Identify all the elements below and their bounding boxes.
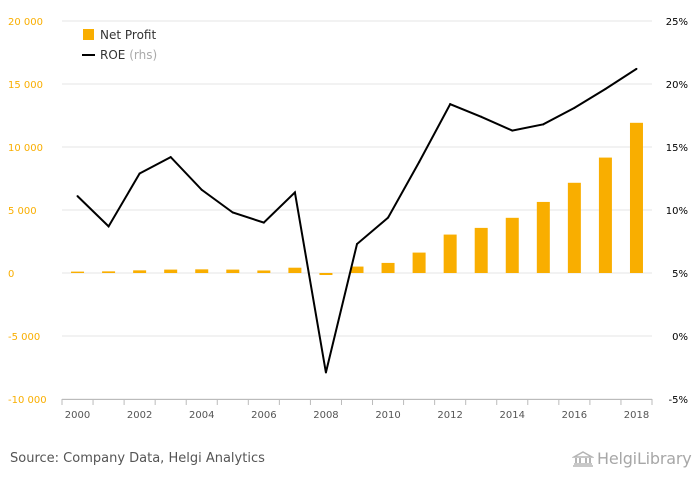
right-axis-tick-label: 10%	[666, 206, 688, 217]
net-profit-bars	[71, 122, 643, 276]
source-note: Source: Company Data, Helgi Analytics	[10, 451, 265, 466]
brand-suffix: Library	[636, 449, 692, 468]
point-roe	[480, 115, 483, 118]
bar-net-profit	[598, 157, 612, 273]
bar-net-profit	[443, 234, 457, 273]
x-axis-tick-label: 2016	[562, 410, 587, 421]
point-roe	[542, 123, 545, 126]
left-axis-tick-label: -5 000	[8, 332, 40, 343]
x-axis-tick-label: 2000	[65, 410, 90, 421]
bar-net-profit	[412, 252, 426, 273]
left-axis-tick-label: 0	[8, 269, 14, 280]
bar-net-profit	[226, 269, 240, 273]
left-axis-tick-label: 5 000	[8, 206, 37, 217]
legend-label-roe: ROE (rhs)	[100, 48, 157, 62]
x-axis-tick-label: 2014	[500, 410, 525, 421]
point-roe	[169, 156, 172, 159]
bar-net-profit	[381, 262, 395, 273]
bar-net-profit	[350, 266, 364, 273]
bar-net-profit	[71, 271, 85, 273]
legend-label-roe-name: ROE	[100, 48, 125, 62]
line-roe	[76, 68, 638, 373]
right-axis-tick-label: 15%	[666, 143, 688, 154]
legend-label-roe-suffix: (rhs)	[129, 48, 157, 62]
x-axis-tick-label: 2002	[127, 410, 152, 421]
bar-net-profit	[319, 273, 333, 276]
bar-net-profit	[133, 270, 147, 273]
point-roe	[449, 103, 452, 106]
bar-net-profit	[567, 182, 581, 273]
brand-name: Helgi	[597, 449, 637, 468]
point-roe	[573, 106, 576, 109]
point-roe	[418, 161, 421, 164]
x-axis-tick-label: 2018	[624, 410, 649, 421]
left-axis-tick-label: 20 000	[8, 17, 43, 28]
bar-net-profit	[288, 267, 302, 273]
x-axis-tick-label: 2006	[251, 410, 276, 421]
x-axis-tick-label: 2010	[375, 410, 400, 421]
bar-net-profit	[195, 269, 209, 273]
right-axis-tick-label: -5%	[669, 395, 688, 406]
left-axis: 20 000 15 000 10 000 5 000 0 -5 000 -10 000	[8, 17, 47, 406]
left-axis-tick-label: -10 000	[8, 395, 47, 406]
left-axis-tick-label: 15 000	[8, 80, 43, 91]
grid	[62, 20, 652, 400]
point-roe	[324, 371, 327, 374]
point-roe	[262, 221, 265, 224]
bar-net-profit	[629, 122, 643, 273]
bar-net-profit	[257, 270, 271, 273]
right-axis-tick-label: 25%	[666, 17, 688, 28]
point-roe	[356, 243, 358, 246]
point-roe	[200, 188, 203, 191]
point-roe	[387, 216, 390, 219]
helgi-library-logo: HelgiLibrary	[571, 449, 692, 468]
bar-net-profit	[505, 217, 519, 273]
right-axis: 25% 20% 15% 10% 5% 0% -5%	[666, 17, 688, 406]
x-axis-tick-label: 2008	[313, 410, 338, 421]
bar-net-profit	[536, 201, 550, 273]
right-axis-tick-label: 0%	[672, 332, 688, 343]
point-roe	[635, 67, 638, 70]
point-roe	[231, 211, 234, 214]
x-axis-tick-label: 2004	[189, 410, 214, 421]
point-roe	[604, 88, 607, 91]
point-roe	[293, 191, 296, 194]
roe-line	[76, 67, 638, 374]
x-axis-tick-label: 2012	[437, 410, 462, 421]
point-roe	[76, 195, 79, 198]
left-axis-tick-label: 10 000	[8, 143, 43, 154]
legend-swatch-net-profit	[83, 29, 94, 40]
right-axis-tick-label: 5%	[672, 269, 688, 280]
right-axis-tick-label: 20%	[666, 80, 688, 91]
bar-net-profit	[102, 271, 116, 273]
legend: Net Profit ROE (rhs)	[82, 28, 157, 62]
bar-net-profit	[164, 269, 178, 273]
x-axis: 2000 2002 2004 2006 2008 2010 2012 2014 2016 2018	[61, 399, 653, 421]
chart: 20 000 15 000 10 000 5 000 0 -5 000 -10 000 25…	[8, 17, 688, 421]
point-roe	[138, 172, 141, 175]
bar-net-profit	[474, 227, 488, 273]
building-icon	[571, 451, 595, 467]
point-roe	[511, 129, 514, 132]
legend-label-net-profit: Net Profit	[100, 28, 156, 42]
point-roe	[107, 225, 110, 228]
